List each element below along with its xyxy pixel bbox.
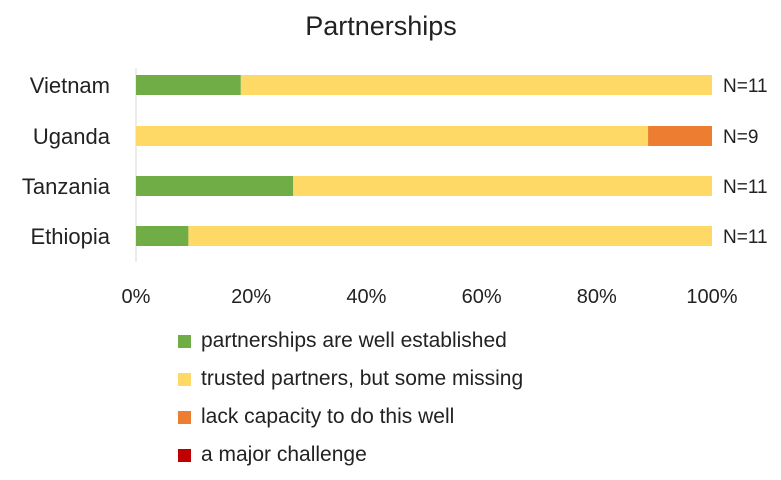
- chart-title: Partnerships: [305, 11, 457, 41]
- legend-item-3: lack capacity to do this well: [178, 398, 523, 436]
- legend-label: partnerships are well established: [201, 329, 507, 352]
- n-label-uganda: N=9: [723, 127, 758, 148]
- legend-label: a major challenge: [201, 443, 367, 466]
- legend: partnerships are well established trusted…: [178, 322, 523, 474]
- n-labels: N=11 N=9 N=11 N=11: [723, 76, 768, 248]
- bar-segment-ethiopia-series-1: [136, 226, 189, 246]
- legend-item-2: trusted partners, but some missing: [178, 360, 523, 398]
- category-label-tanzania: Tanzania: [22, 174, 111, 199]
- bar-segment-uganda-series-3: [648, 126, 712, 146]
- bar-segment-vietnam-series-1: [136, 75, 241, 95]
- n-label-ethiopia: N=11: [723, 227, 768, 248]
- bars-group: [136, 75, 712, 246]
- x-tick-label-1: 20%: [231, 286, 271, 308]
- x-tick-label-3: 60%: [462, 286, 502, 308]
- x-tick-label-2: 40%: [346, 286, 386, 308]
- x-tick-labels: 0% 20% 40% 60% 80% 100%: [122, 286, 738, 308]
- category-label-vietnam: Vietnam: [30, 73, 110, 98]
- category-labels: Vietnam Uganda Tanzania Ethiopia: [22, 73, 111, 249]
- legend-swatch: [178, 448, 191, 462]
- x-tick-label-5: 100%: [686, 286, 737, 308]
- legend-swatch: [178, 334, 191, 348]
- bar-segment-ethiopia-series-2: [188, 226, 712, 246]
- legend-label: lack capacity to do this well: [201, 405, 455, 428]
- x-tick-label-0: 0%: [122, 286, 151, 308]
- x-tick-label-4: 80%: [577, 286, 617, 308]
- bar-segment-tanzania-series-2: [293, 176, 712, 196]
- n-label-tanzania: N=11: [723, 177, 768, 198]
- bar-segment-vietnam-series-2: [240, 75, 712, 95]
- category-label-uganda: Uganda: [33, 124, 111, 149]
- category-label-ethiopia: Ethiopia: [30, 224, 110, 249]
- bar-segment-uganda-series-2: [136, 126, 649, 146]
- legend-swatch: [178, 372, 191, 386]
- legend-item-1: partnerships are well established: [178, 322, 523, 360]
- legend-label: trusted partners, but some missing: [201, 367, 524, 390]
- bar-segment-tanzania-series-1: [136, 176, 294, 196]
- n-label-vietnam: N=11: [723, 76, 768, 97]
- legend-swatch: [178, 410, 191, 424]
- legend-item-4: a major challenge: [178, 436, 523, 474]
